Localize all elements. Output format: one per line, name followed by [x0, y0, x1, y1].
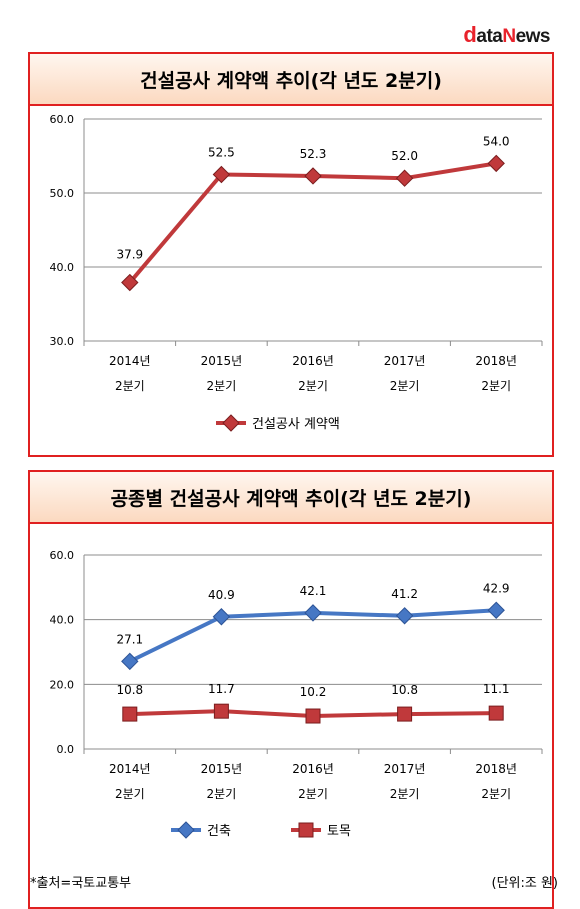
- data-label: 10.8: [116, 683, 143, 697]
- data-point: [212, 165, 231, 184]
- x-tick-label: 2018년: [475, 762, 517, 776]
- x-tick-label: 2014년: [109, 354, 151, 368]
- x-tick-label: 2016년: [292, 762, 334, 776]
- data-label: 11.1: [483, 682, 510, 696]
- data-label: 41.2: [391, 587, 418, 601]
- chart-title: 건설공사 계약액 추이(각 년도 2분기): [30, 54, 552, 106]
- data-label: 52.3: [300, 147, 327, 161]
- legend-marker: [177, 821, 195, 839]
- line-chart-by-type: 0.0 20.0 40.0 60.0 2014년 2분기 2015년 2분기 2016년 2분기 2…: [50, 549, 543, 839]
- data-point: [213, 703, 229, 719]
- data-point: [212, 608, 231, 626]
- data-point: [304, 604, 322, 622]
- x-tick-label: 2015년: [201, 762, 243, 776]
- x-tick-label: 2015년: [201, 354, 243, 368]
- data-label: 40.9: [208, 588, 235, 602]
- chart-panel-by-type: 공종별 건설공사 계약액 추이(각 년도 2분기) 0.0 20.0 40.0 60.…: [28, 470, 554, 909]
- data-label: 42.1: [300, 584, 327, 598]
- data-label: 27.1: [116, 632, 143, 646]
- y-tick-label: 40.0: [50, 614, 75, 627]
- data-label: 37.9: [116, 248, 143, 262]
- y-tick-label: 30.0: [50, 335, 75, 348]
- y-tick-label: 0.0: [57, 743, 75, 756]
- data-point: [304, 167, 322, 185]
- line-chart-total: 30.0 40.0 50.0 60.0 2014년 2분기 2015년 2분기 2016년 2분기…: [50, 113, 543, 432]
- data-point: [487, 601, 505, 619]
- y-tick-label: 40.0: [50, 261, 75, 274]
- x-tick-label: 2017년: [384, 354, 426, 368]
- data-label: 10.2: [300, 685, 327, 699]
- y-tick-label: 60.0: [50, 113, 75, 126]
- x-tick-label: 2분기: [207, 787, 237, 801]
- data-point: [121, 652, 139, 671]
- unit-note: (단위:조 원): [491, 876, 559, 891]
- x-tick-label: 2분기: [298, 787, 328, 801]
- data-point: [121, 273, 139, 292]
- y-tick-label: 50.0: [50, 187, 75, 200]
- legend-marker: [222, 414, 240, 432]
- data-label: 11.7: [208, 682, 235, 696]
- y-tick-label: 20.0: [50, 678, 75, 691]
- data-point: [488, 705, 504, 721]
- x-tick-label: 2분기: [481, 379, 511, 393]
- legend-label: 건설공사 계약액: [252, 417, 340, 432]
- data-label: 52.5: [208, 146, 235, 160]
- data-point: [305, 708, 321, 724]
- y-tick-label: 60.0: [50, 549, 75, 562]
- x-tick-label: 2분기: [115, 379, 145, 393]
- data-label: 54.0: [483, 134, 510, 148]
- chart-panel-total: 건설공사 계약액 추이(각 년도 2분기) 30.0 40.0 50.0 60.0 20…: [28, 52, 554, 457]
- source-note: *출처=국토교통부: [30, 876, 132, 891]
- x-tick-label: 2016년: [292, 354, 334, 368]
- data-point: [395, 169, 414, 187]
- x-tick-label: 2분기: [207, 379, 237, 393]
- legend-label: 건축: [207, 824, 231, 839]
- data-label: 10.8: [391, 683, 418, 697]
- x-tick-label: 2014년: [109, 762, 151, 776]
- data-label: 52.0: [391, 149, 418, 163]
- legend-label: 토목: [327, 824, 351, 839]
- chart-title: 공종별 건설공사 계약액 추이(각 년도 2분기): [30, 472, 552, 524]
- x-tick-label: 2018년: [475, 354, 517, 368]
- x-tick-label: 2분기: [298, 379, 328, 393]
- data-point: [122, 706, 138, 722]
- x-tick-label: 2분기: [390, 379, 420, 393]
- x-tick-label: 2분기: [481, 787, 511, 801]
- data-label: 42.9: [483, 581, 510, 595]
- legend-marker: [298, 822, 314, 838]
- data-point: [487, 154, 505, 173]
- datanews-logo: dataNews: [463, 22, 550, 47]
- data-point: [397, 706, 413, 722]
- data-point: [395, 607, 414, 625]
- x-tick-label: 2분기: [115, 787, 145, 801]
- x-tick-label: 2017년: [384, 762, 426, 776]
- x-tick-label: 2분기: [390, 787, 420, 801]
